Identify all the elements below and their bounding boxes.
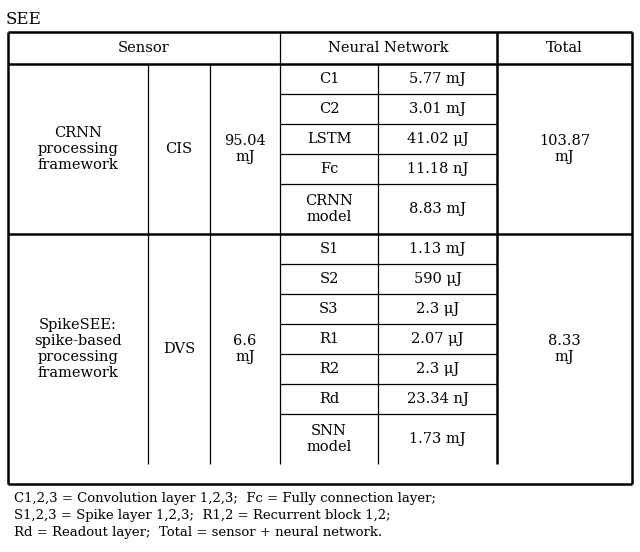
Text: 8.33
mJ: 8.33 mJ xyxy=(548,334,581,364)
Text: 2.07 μJ: 2.07 μJ xyxy=(412,332,464,346)
Text: R1: R1 xyxy=(319,332,339,346)
Text: Neural Network: Neural Network xyxy=(328,41,449,55)
Text: CRNN
model: CRNN model xyxy=(305,194,353,224)
Text: C1: C1 xyxy=(319,72,339,86)
Text: Rd: Rd xyxy=(319,392,339,406)
Text: LSTM: LSTM xyxy=(307,132,351,146)
Text: 5.77 mJ: 5.77 mJ xyxy=(409,72,466,86)
Text: SNN
model: SNN model xyxy=(307,424,351,454)
Text: Total: Total xyxy=(546,41,583,55)
Text: S3: S3 xyxy=(319,302,339,316)
Text: 8.83 mJ: 8.83 mJ xyxy=(409,202,466,216)
Text: C2: C2 xyxy=(319,102,339,116)
Text: 2.3 μJ: 2.3 μJ xyxy=(416,362,459,376)
Text: CIS: CIS xyxy=(165,142,193,156)
Text: SEE: SEE xyxy=(6,11,42,28)
Text: C1,2,3 = Convolution layer 1,2,3;  Fc = Fully connection layer;: C1,2,3 = Convolution layer 1,2,3; Fc = F… xyxy=(14,492,436,505)
Text: 11.18 nJ: 11.18 nJ xyxy=(407,162,468,176)
Text: 41.02 μJ: 41.02 μJ xyxy=(406,132,468,146)
Text: 1.13 mJ: 1.13 mJ xyxy=(409,242,466,256)
Text: R2: R2 xyxy=(319,362,339,376)
Text: 1.73 mJ: 1.73 mJ xyxy=(409,432,466,446)
Text: 103.87
mJ: 103.87 mJ xyxy=(539,134,590,164)
Text: S1: S1 xyxy=(319,242,339,256)
Text: 23.34 nJ: 23.34 nJ xyxy=(406,392,468,406)
Text: S2: S2 xyxy=(319,272,339,286)
Text: 95.04
mJ: 95.04 mJ xyxy=(224,134,266,164)
Text: Sensor: Sensor xyxy=(118,41,170,55)
Text: CRNN
processing
framework: CRNN processing framework xyxy=(38,126,118,172)
Text: S1,2,3 = Spike layer 1,2,3;  R1,2 = Recurrent block 1,2;: S1,2,3 = Spike layer 1,2,3; R1,2 = Recur… xyxy=(14,509,390,522)
Text: DVS: DVS xyxy=(163,342,195,356)
Text: 2.3 μJ: 2.3 μJ xyxy=(416,302,459,316)
Text: Rd = Readout layer;  Total = sensor + neural network.: Rd = Readout layer; Total = sensor + neu… xyxy=(14,526,382,539)
Text: 6.6
mJ: 6.6 mJ xyxy=(234,334,257,364)
Text: SpikeSEE:
spike-based
processing
framework: SpikeSEE: spike-based processing framewo… xyxy=(34,318,122,380)
Text: Fc: Fc xyxy=(320,162,338,176)
Text: 590 μJ: 590 μJ xyxy=(413,272,461,286)
Text: 3.01 mJ: 3.01 mJ xyxy=(409,102,466,116)
